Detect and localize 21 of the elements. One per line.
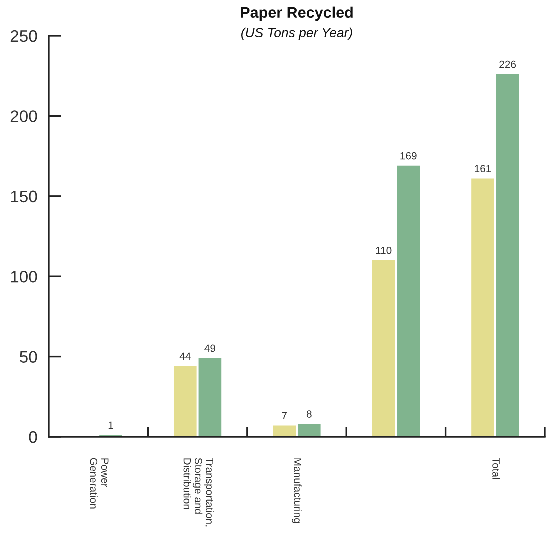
y-tick-label: 150 — [11, 190, 38, 203]
x-tick-label: Power Generation — [90, 458, 109, 509]
y-tick-label: 200 — [10, 110, 38, 122]
data-label: 226 — [500, 60, 516, 68]
data-label: 49 — [204, 344, 216, 352]
data-label: 161 — [475, 165, 492, 173]
y-tick-label: 250 — [10, 30, 38, 42]
data-label: 1 — [108, 422, 114, 430]
data-label: 110 — [376, 246, 392, 254]
y-tick-label: 100 — [11, 271, 38, 283]
x-tick-label: Total — [492, 458, 500, 480]
chart-title: Paper Recycled — [241, 6, 353, 22]
data-label: 7 — [282, 412, 287, 420]
y-tick-label: 0 — [29, 431, 38, 444]
data-label: 169 — [400, 152, 417, 160]
y-tick-label: 50 — [20, 351, 38, 364]
x-tick-label: Manufacturing — [292, 458, 302, 524]
data-label: 44 — [180, 352, 191, 360]
chart-subtitle: (US Tons per Year) — [242, 28, 352, 40]
data-label: 8 — [306, 410, 312, 418]
x-tick-label: Transportation, Storage and Distribution — [184, 458, 214, 527]
